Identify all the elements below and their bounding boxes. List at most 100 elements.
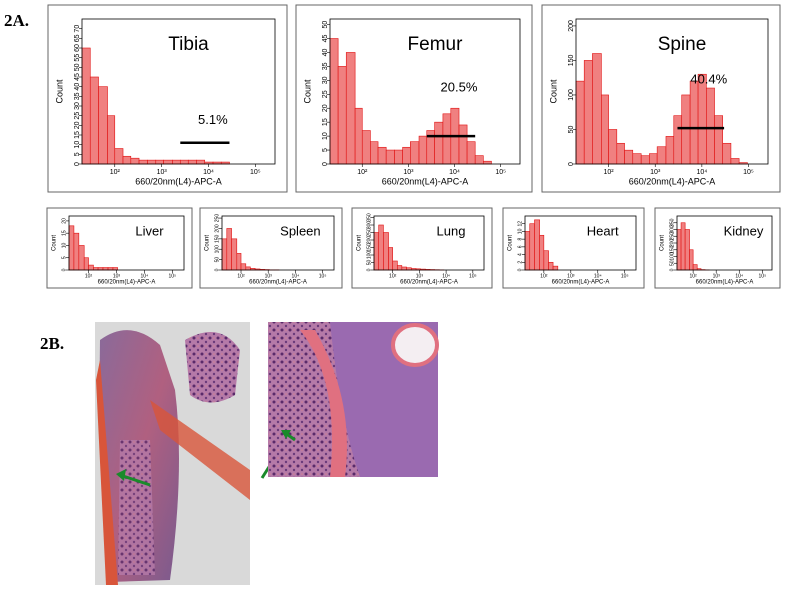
bar [236, 253, 242, 271]
bar [552, 265, 559, 271]
bar [73, 232, 80, 271]
bar [89, 76, 99, 165]
x-tick-label: 10² [237, 273, 245, 279]
y-tick-label: 35 [74, 92, 81, 100]
bar [163, 159, 173, 165]
y-tick-label: 10 [322, 132, 329, 140]
y-tick-label: 2 [517, 261, 523, 264]
y-tick-label: 250 [669, 232, 675, 241]
histology-low [95, 322, 250, 585]
y-tick-label: 0 [669, 268, 675, 271]
bar [673, 115, 683, 165]
chart-title: Heart [587, 223, 619, 238]
bar [592, 53, 602, 165]
chart-title: Spine [658, 34, 707, 55]
chart-title: Lung [437, 223, 466, 238]
bar [226, 228, 232, 271]
y-axis-label: Count [660, 235, 666, 251]
bar [345, 52, 356, 165]
bar [240, 263, 247, 271]
bar [196, 159, 206, 165]
x-tick-label: 10³ [113, 273, 121, 279]
bar [392, 260, 398, 271]
bar [245, 266, 251, 271]
bar [665, 136, 675, 165]
bar [418, 135, 428, 165]
x-tick-label: 10² [85, 273, 93, 279]
x-tick-label: 10⁴ [449, 169, 460, 176]
x-tick-label: 10⁵ [743, 169, 754, 176]
y-tick-label: 25 [322, 90, 329, 98]
x-axis-label: 660/20nm(L4)-APC-A [98, 280, 156, 286]
bar [714, 115, 724, 165]
y-tick-label: 55 [74, 54, 81, 62]
y-tick-label: 0 [322, 162, 329, 166]
bar [692, 264, 698, 271]
y-tick-label: 30 [74, 102, 81, 110]
bar [138, 159, 148, 165]
bar [706, 87, 715, 165]
y-tick-label: 45 [322, 35, 329, 43]
y-tick-label: 200 [568, 20, 575, 32]
y-tick-label: 50 [322, 21, 329, 29]
gate-label: 5.1% [198, 112, 228, 127]
y-tick-label: 50 [366, 260, 372, 266]
y-tick-label: 15 [322, 118, 329, 126]
panel [654, 207, 781, 289]
y-axis-label: Count [357, 235, 363, 251]
x-tick-label: 10³ [265, 273, 273, 279]
bar [410, 141, 420, 165]
bar [539, 234, 545, 271]
bar [632, 153, 642, 165]
bar [373, 232, 380, 271]
plot-frame [524, 215, 637, 271]
y-tick-label: 50 [669, 260, 675, 266]
bar [361, 130, 371, 165]
x-tick-label: 10² [357, 169, 368, 176]
bar [689, 80, 699, 165]
bar [130, 157, 140, 165]
chart-title: Kidney [724, 223, 764, 238]
chart-title: Femur [408, 34, 464, 55]
bar [543, 250, 549, 271]
bar [147, 159, 157, 165]
y-tick-label: 40 [74, 83, 81, 91]
bar [78, 245, 85, 271]
bar [680, 222, 686, 271]
x-axis-label: 660/20nm(L4)-APC-A [249, 280, 307, 286]
gate-label: 20.5% [441, 80, 478, 95]
x-tick-label: 10⁴ [292, 273, 300, 279]
x-tick-label: 10³ [650, 169, 661, 176]
bar [107, 115, 116, 165]
y-tick-label: 350 [669, 218, 675, 227]
y-tick-label: 8 [517, 238, 523, 241]
x-tick-label: 10³ [416, 273, 424, 279]
y-tick-label: 12 [517, 221, 523, 227]
y-tick-label: 250 [366, 228, 372, 237]
bar [172, 159, 181, 165]
x-tick-label: 10⁵ [621, 273, 629, 279]
plot-frame [575, 18, 769, 165]
bar [377, 146, 387, 165]
y-tick-label: 200 [214, 224, 220, 233]
y-axis-label: Count [52, 235, 58, 251]
y-tick-label: 50 [214, 257, 220, 263]
bar [640, 155, 650, 165]
x-axis-label: 660/20nm(L4)-APC-A [382, 176, 469, 186]
x-axis-label: 660/20nm(L4)-APC-A [629, 176, 716, 186]
bar [534, 219, 540, 271]
bar [608, 129, 618, 165]
bar [231, 238, 238, 271]
x-axis-label: 660/20nm(L4)-APC-A [400, 280, 458, 286]
y-tick-label: 35 [322, 62, 329, 70]
bar [88, 264, 94, 271]
x-tick-label: 10³ [567, 273, 575, 279]
bar [394, 149, 403, 165]
y-tick-label: 20 [61, 218, 67, 224]
bar [155, 159, 164, 165]
y-axis-label: Count [205, 235, 211, 251]
plot-frame [68, 215, 185, 271]
bar [402, 146, 411, 165]
x-tick-label: 10⁴ [594, 273, 602, 279]
y-axis-label: Count [548, 79, 558, 104]
